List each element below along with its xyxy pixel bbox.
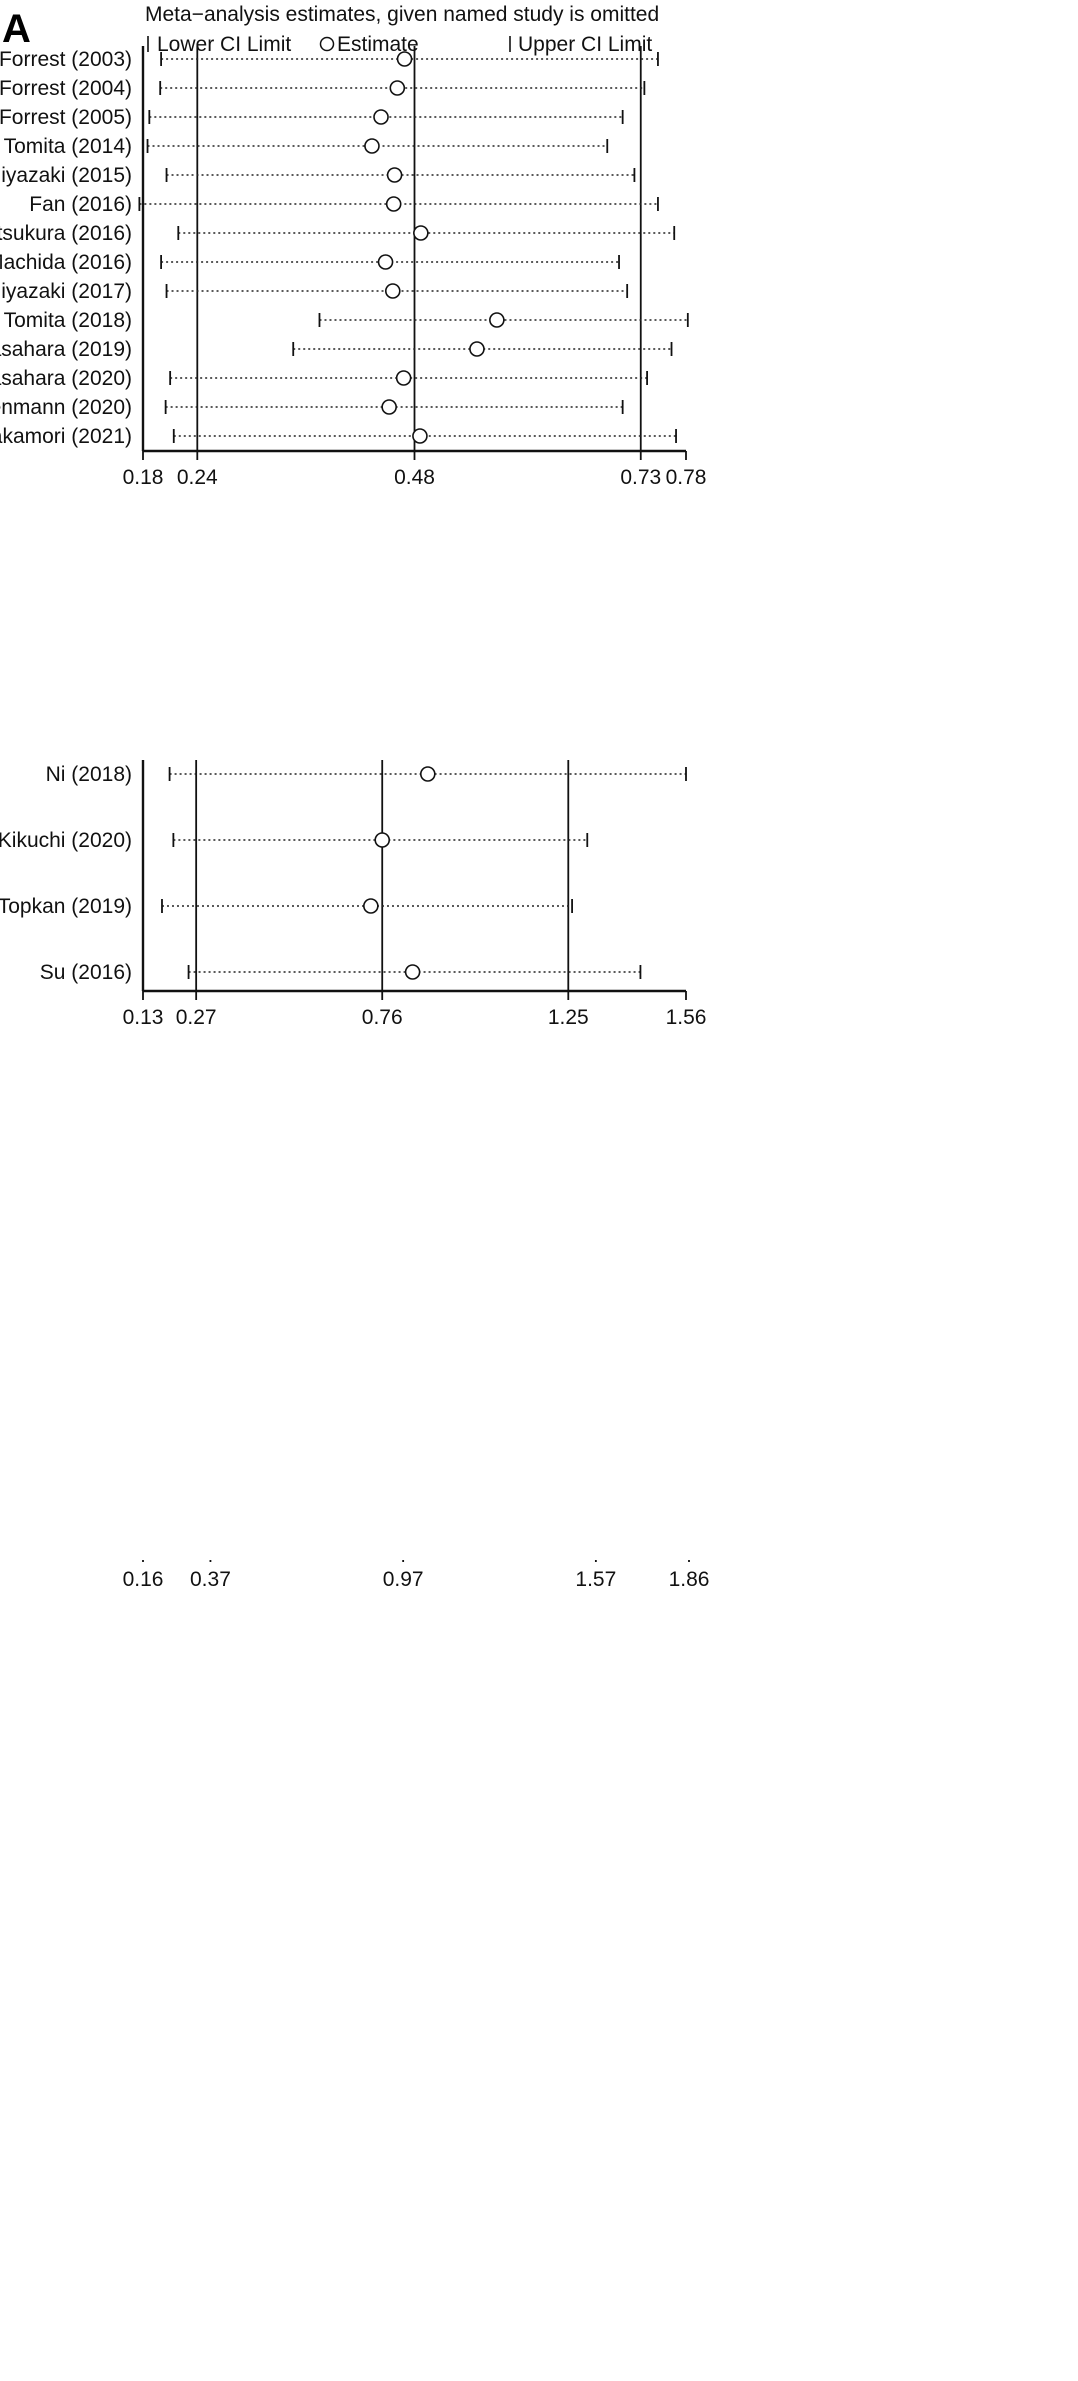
estimate-point — [373, 109, 389, 125]
estimate-point — [364, 138, 380, 154]
study-label: Su (2016) — [40, 961, 132, 984]
x-tick-label-2: 0.48 — [394, 466, 435, 489]
x-tick-label-4: 1.86 — [669, 1568, 710, 1591]
x-tick-label-3: 1.25 — [548, 1006, 589, 1029]
study-label: Miyazaki (2015) — [0, 164, 132, 187]
estimate-point — [412, 428, 428, 444]
x-tick-label-1: 0.27 — [176, 1006, 217, 1029]
study-label: Ni (2018) — [46, 763, 132, 786]
x-tick-label-0: 0.18 — [123, 466, 164, 489]
x-tick-label-1: 0.24 — [177, 466, 218, 489]
study-label: Forrest (2004) — [0, 77, 132, 100]
x-tick-label-2: 0.76 — [362, 1006, 403, 1029]
estimate-point — [404, 964, 421, 980]
legend-estimate-marker — [319, 36, 335, 52]
estimate-point — [396, 51, 413, 67]
study-label: Lindenmann (2020) — [0, 396, 132, 419]
panel-letter: A — [2, 7, 31, 51]
estimate-point — [377, 254, 394, 270]
chart-title: Meta−analysis estimates, given named stu… — [145, 3, 659, 26]
x-tick-label-0: 0.16 — [123, 1568, 164, 1591]
study-label: Miyazaki (2017) — [0, 280, 132, 303]
estimate-point — [384, 283, 401, 299]
estimate-point — [413, 225, 429, 241]
study-label: Fan (2016) — [29, 193, 132, 216]
estimate-point — [419, 766, 436, 782]
panel-a: A Meta−analysis estimates, given named st… — [0, 0, 1078, 760]
x-tick-label-4: 0.78 — [666, 466, 707, 489]
legend-lower-label: Lower CI Limit — [157, 33, 291, 56]
estimate-point — [381, 399, 397, 415]
estimate-point — [385, 196, 402, 212]
estimate-point — [389, 80, 406, 96]
estimate-point — [489, 312, 505, 328]
study-label: Topkan (2019) — [0, 895, 132, 918]
x-tick-label-3: 0.73 — [620, 466, 661, 489]
estimate-point — [386, 167, 403, 183]
estimate-point — [374, 832, 391, 848]
legend-estimate-label: Estimate — [337, 33, 419, 56]
x-tick-label-1: 0.37 — [190, 1568, 231, 1591]
forest-plot-b: BMeta−analysis estimates, given named st… — [0, 760, 707, 1029]
study-label: Tomita (2014) — [4, 135, 132, 158]
estimate-point — [469, 341, 485, 357]
forest-plot-c: CMeta−analysis estimates, given named st… — [123, 1560, 710, 1591]
forest-plot-a: A Meta−analysis estimates, given named st… — [0, 3, 707, 489]
study-label: Forrest (2003) — [0, 48, 132, 71]
study-label: Kikuchi (2020) — [0, 829, 132, 852]
x-tick-label-3: 1.57 — [575, 1568, 616, 1591]
x-tick-label-2: 0.97 — [383, 1568, 424, 1591]
study-label: Kasahara (2020) — [0, 367, 132, 390]
study-label: Yotsukura (2016) — [0, 222, 132, 245]
study-label: Takamori (2021) — [0, 425, 132, 448]
panel-b: BMeta−analysis estimates, given named st… — [0, 760, 1078, 1560]
study-label: Forrest (2005) — [0, 106, 132, 129]
estimate-point — [395, 370, 412, 386]
x-tick-label-4: 1.56 — [666, 1006, 707, 1029]
estimate-point — [363, 898, 379, 914]
study-label: Tomita (2018) — [4, 309, 132, 332]
legend-upper-label: Upper CI Limit — [518, 33, 652, 56]
study-label: Kasahara (2019) — [0, 338, 132, 361]
panel-c: CMeta−analysis estimates, given named st… — [0, 1560, 1078, 2381]
x-tick-label-0: 0.13 — [123, 1006, 164, 1029]
study-label: Machida (2016) — [0, 251, 132, 274]
